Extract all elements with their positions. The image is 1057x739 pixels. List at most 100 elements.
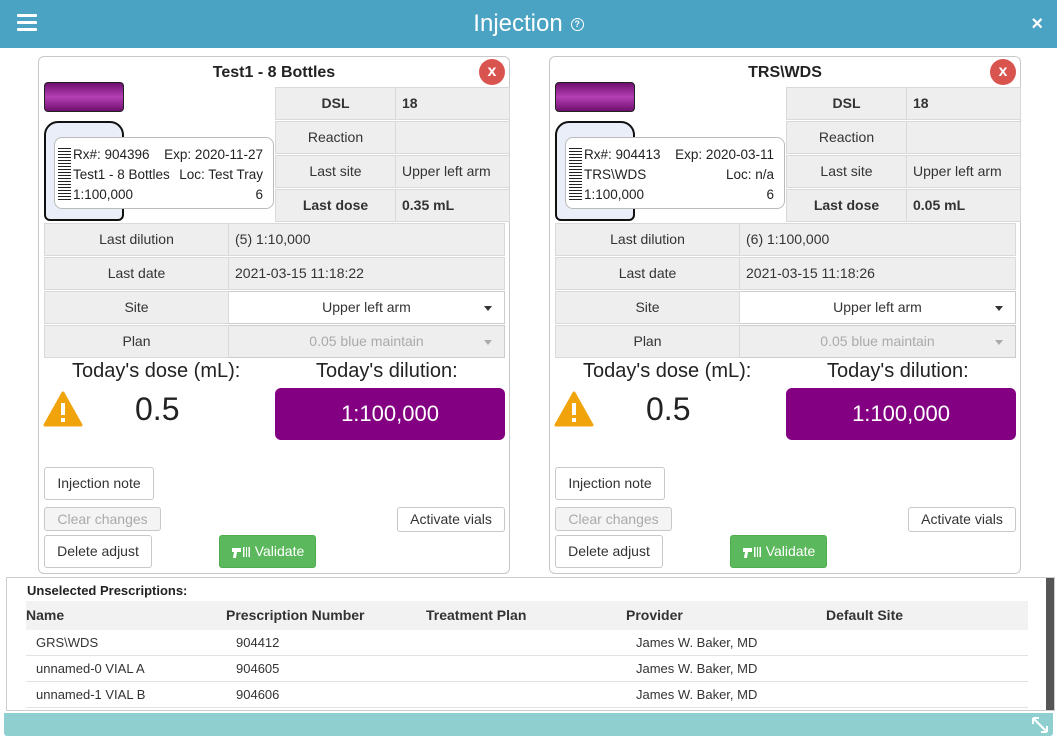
validate-label: Validate xyxy=(254,543,305,559)
site-select-value: Upper left arm xyxy=(833,299,922,315)
vial-dilution: 1:100,000 xyxy=(584,187,645,202)
vial-panel: TRS\WDS x Rx#: 904413 Exp: 2020-03-11 TRS… xyxy=(549,56,1021,574)
detail-key: Last date xyxy=(555,257,740,290)
remove-panel-button[interactable]: x xyxy=(479,59,505,85)
vial-stat-row: Last dose 0.05 mL xyxy=(786,189,1021,222)
warning-icon[interactable] xyxy=(43,391,83,427)
scrollbar[interactable] xyxy=(1046,578,1054,710)
vial-stat-value: 0.35 mL xyxy=(396,189,510,222)
vial-stat-key: Last dose xyxy=(786,189,907,222)
cell-default-site xyxy=(826,656,1026,681)
detail-key: Last dilution xyxy=(44,223,229,256)
vial-stat-key: Reaction xyxy=(786,121,907,154)
cell-default-site xyxy=(826,682,1026,707)
table-row[interactable]: GRS\WDS 904412 James W. Baker, MD xyxy=(26,630,1028,656)
todays-dilution-value[interactable]: 1:100,000 xyxy=(275,388,505,440)
cell-treatment-plan xyxy=(426,630,626,655)
injection-details: Last dilution (6) 1:100,000 Last date 20… xyxy=(555,223,1016,359)
vial-label[interactable]: Rx#: 904396 Exp: 2020-11-27 Test1 - 8 Bot… xyxy=(54,137,274,209)
vial-stat-row: Reaction xyxy=(275,121,510,154)
barcode-scanner-icon xyxy=(231,547,250,559)
vial-stat-row: Last site Upper left arm xyxy=(786,155,1021,188)
injection-note-button[interactable]: Injection note xyxy=(44,467,154,500)
table-header: Name Prescription Number Treatment Plan … xyxy=(26,601,1028,630)
detail-value: 2021-03-15 11:18:22 xyxy=(229,257,505,290)
column-header-default-site[interactable]: Default Site xyxy=(826,607,904,623)
todays-dilution-label: Today's dilution: xyxy=(316,360,458,382)
activate-vials-button[interactable]: Activate vials xyxy=(397,507,505,532)
chevron-down-icon xyxy=(995,306,1003,311)
detail-key: Last dilution xyxy=(555,223,740,256)
panel-title: TRS\WDS xyxy=(748,64,822,81)
title-bar: Injection? × xyxy=(0,0,1057,48)
validate-button[interactable]: Validate xyxy=(219,535,316,568)
todays-dose-value[interactable]: 0.5 xyxy=(646,391,691,427)
site-select[interactable]: Upper left arm xyxy=(229,291,505,324)
column-header-provider[interactable]: Provider xyxy=(626,607,683,623)
unselected-heading: Unselected Prescriptions: xyxy=(27,583,188,598)
vial-number: 6 xyxy=(255,187,263,202)
panel-title: Test1 - 8 Bottles xyxy=(212,64,336,81)
plan-select-value: 0.05 blue maintain xyxy=(820,333,935,349)
warning-icon[interactable] xyxy=(554,391,594,427)
hamburger-menu-icon[interactable] xyxy=(17,14,37,32)
vial-stat-value: 0.05 mL xyxy=(907,189,1021,222)
injection-details: Last dilution (5) 1:10,000 Last date 202… xyxy=(44,223,505,359)
detail-value: (6) 1:100,000 xyxy=(740,223,1016,256)
column-header-treatment-plan[interactable]: Treatment Plan xyxy=(426,607,527,623)
detail-row-plan: Plan 0.05 blue maintain xyxy=(44,325,505,358)
remove-panel-button[interactable]: x xyxy=(990,59,1016,85)
vial-name: TRS\WDS xyxy=(584,167,647,182)
delete-adjust-button[interactable]: Delete adjust xyxy=(44,535,152,568)
column-header-rx-number[interactable]: Prescription Number xyxy=(226,607,365,623)
vial-stat-value xyxy=(907,121,1021,154)
validate-label: Validate xyxy=(765,543,816,559)
cell-rx-number: 904605 xyxy=(236,661,280,676)
vial-stat-key: Last site xyxy=(786,155,907,188)
cell-rx-number: 904412 xyxy=(236,635,280,650)
vial-number: 6 xyxy=(766,187,774,202)
vial-stat-value: Upper left arm xyxy=(396,155,510,188)
site-label: Site xyxy=(555,291,740,324)
vial-stat-key: Last site xyxy=(275,155,396,188)
vial-stat-key: DSL xyxy=(786,87,907,120)
validate-button[interactable]: Validate xyxy=(730,535,827,568)
table-row[interactable]: unnamed-0 VIAL A 904605 James W. Baker, … xyxy=(26,656,1028,682)
activate-vials-button[interactable]: Activate vials xyxy=(908,507,1016,532)
barcode-icon xyxy=(58,148,71,200)
rx-number: Rx#: 904396 xyxy=(73,147,150,162)
detail-row-site: Site Upper left arm xyxy=(44,291,505,324)
help-icon[interactable]: ? xyxy=(570,18,584,32)
barcode-scanner-icon xyxy=(742,547,761,559)
todays-dose-value[interactable]: 0.5 xyxy=(135,391,180,427)
clear-changes-button: Clear changes xyxy=(44,507,161,531)
window-title-text: Injection xyxy=(473,10,563,37)
location: Loc: Test Tray xyxy=(179,167,263,182)
column-header-name[interactable]: Name xyxy=(26,607,65,623)
close-window-button[interactable]: × xyxy=(1031,13,1043,35)
barcode-icon xyxy=(569,148,582,200)
vial-stats: DSL 18 Reaction Last site Upper left arm… xyxy=(275,87,510,223)
clear-changes-button: Clear changes xyxy=(555,507,672,531)
todays-dilution-value[interactable]: 1:100,000 xyxy=(786,388,1016,440)
vial-label[interactable]: Rx#: 904413 Exp: 2020-03-11 TRS\WDS Loc: n… xyxy=(565,137,785,209)
location: Loc: n/a xyxy=(725,167,774,182)
todays-dose-label: Today's dose (mL): xyxy=(583,360,752,382)
resize-icon[interactable] xyxy=(1031,716,1049,734)
cell-name: unnamed-1 VIAL B xyxy=(36,687,146,702)
todays-dose-label: Today's dose (mL): xyxy=(72,360,241,382)
delete-adjust-button[interactable]: Delete adjust xyxy=(555,535,663,568)
vial-stats: DSL 18 Reaction Last site Upper left arm… xyxy=(786,87,1021,223)
vial-stat-row: DSL 18 xyxy=(786,87,1021,120)
cell-provider: James W. Baker, MD xyxy=(636,635,758,650)
vial-stat-key: Last dose xyxy=(275,189,396,222)
table-row[interactable]: unnamed-1 VIAL B 904606 James W. Baker, … xyxy=(26,682,1028,708)
vial-stat-key: DSL xyxy=(275,87,396,120)
vial-stat-row: Last dose 0.35 mL xyxy=(275,189,510,222)
injection-note-button[interactable]: Injection note xyxy=(555,467,665,500)
chevron-down-icon xyxy=(484,340,492,345)
plan-label: Plan xyxy=(555,325,740,358)
site-select[interactable]: Upper left arm xyxy=(740,291,1016,324)
window-title: Injection? xyxy=(0,10,1057,38)
detail-value: 2021-03-15 11:18:26 xyxy=(740,257,1016,290)
